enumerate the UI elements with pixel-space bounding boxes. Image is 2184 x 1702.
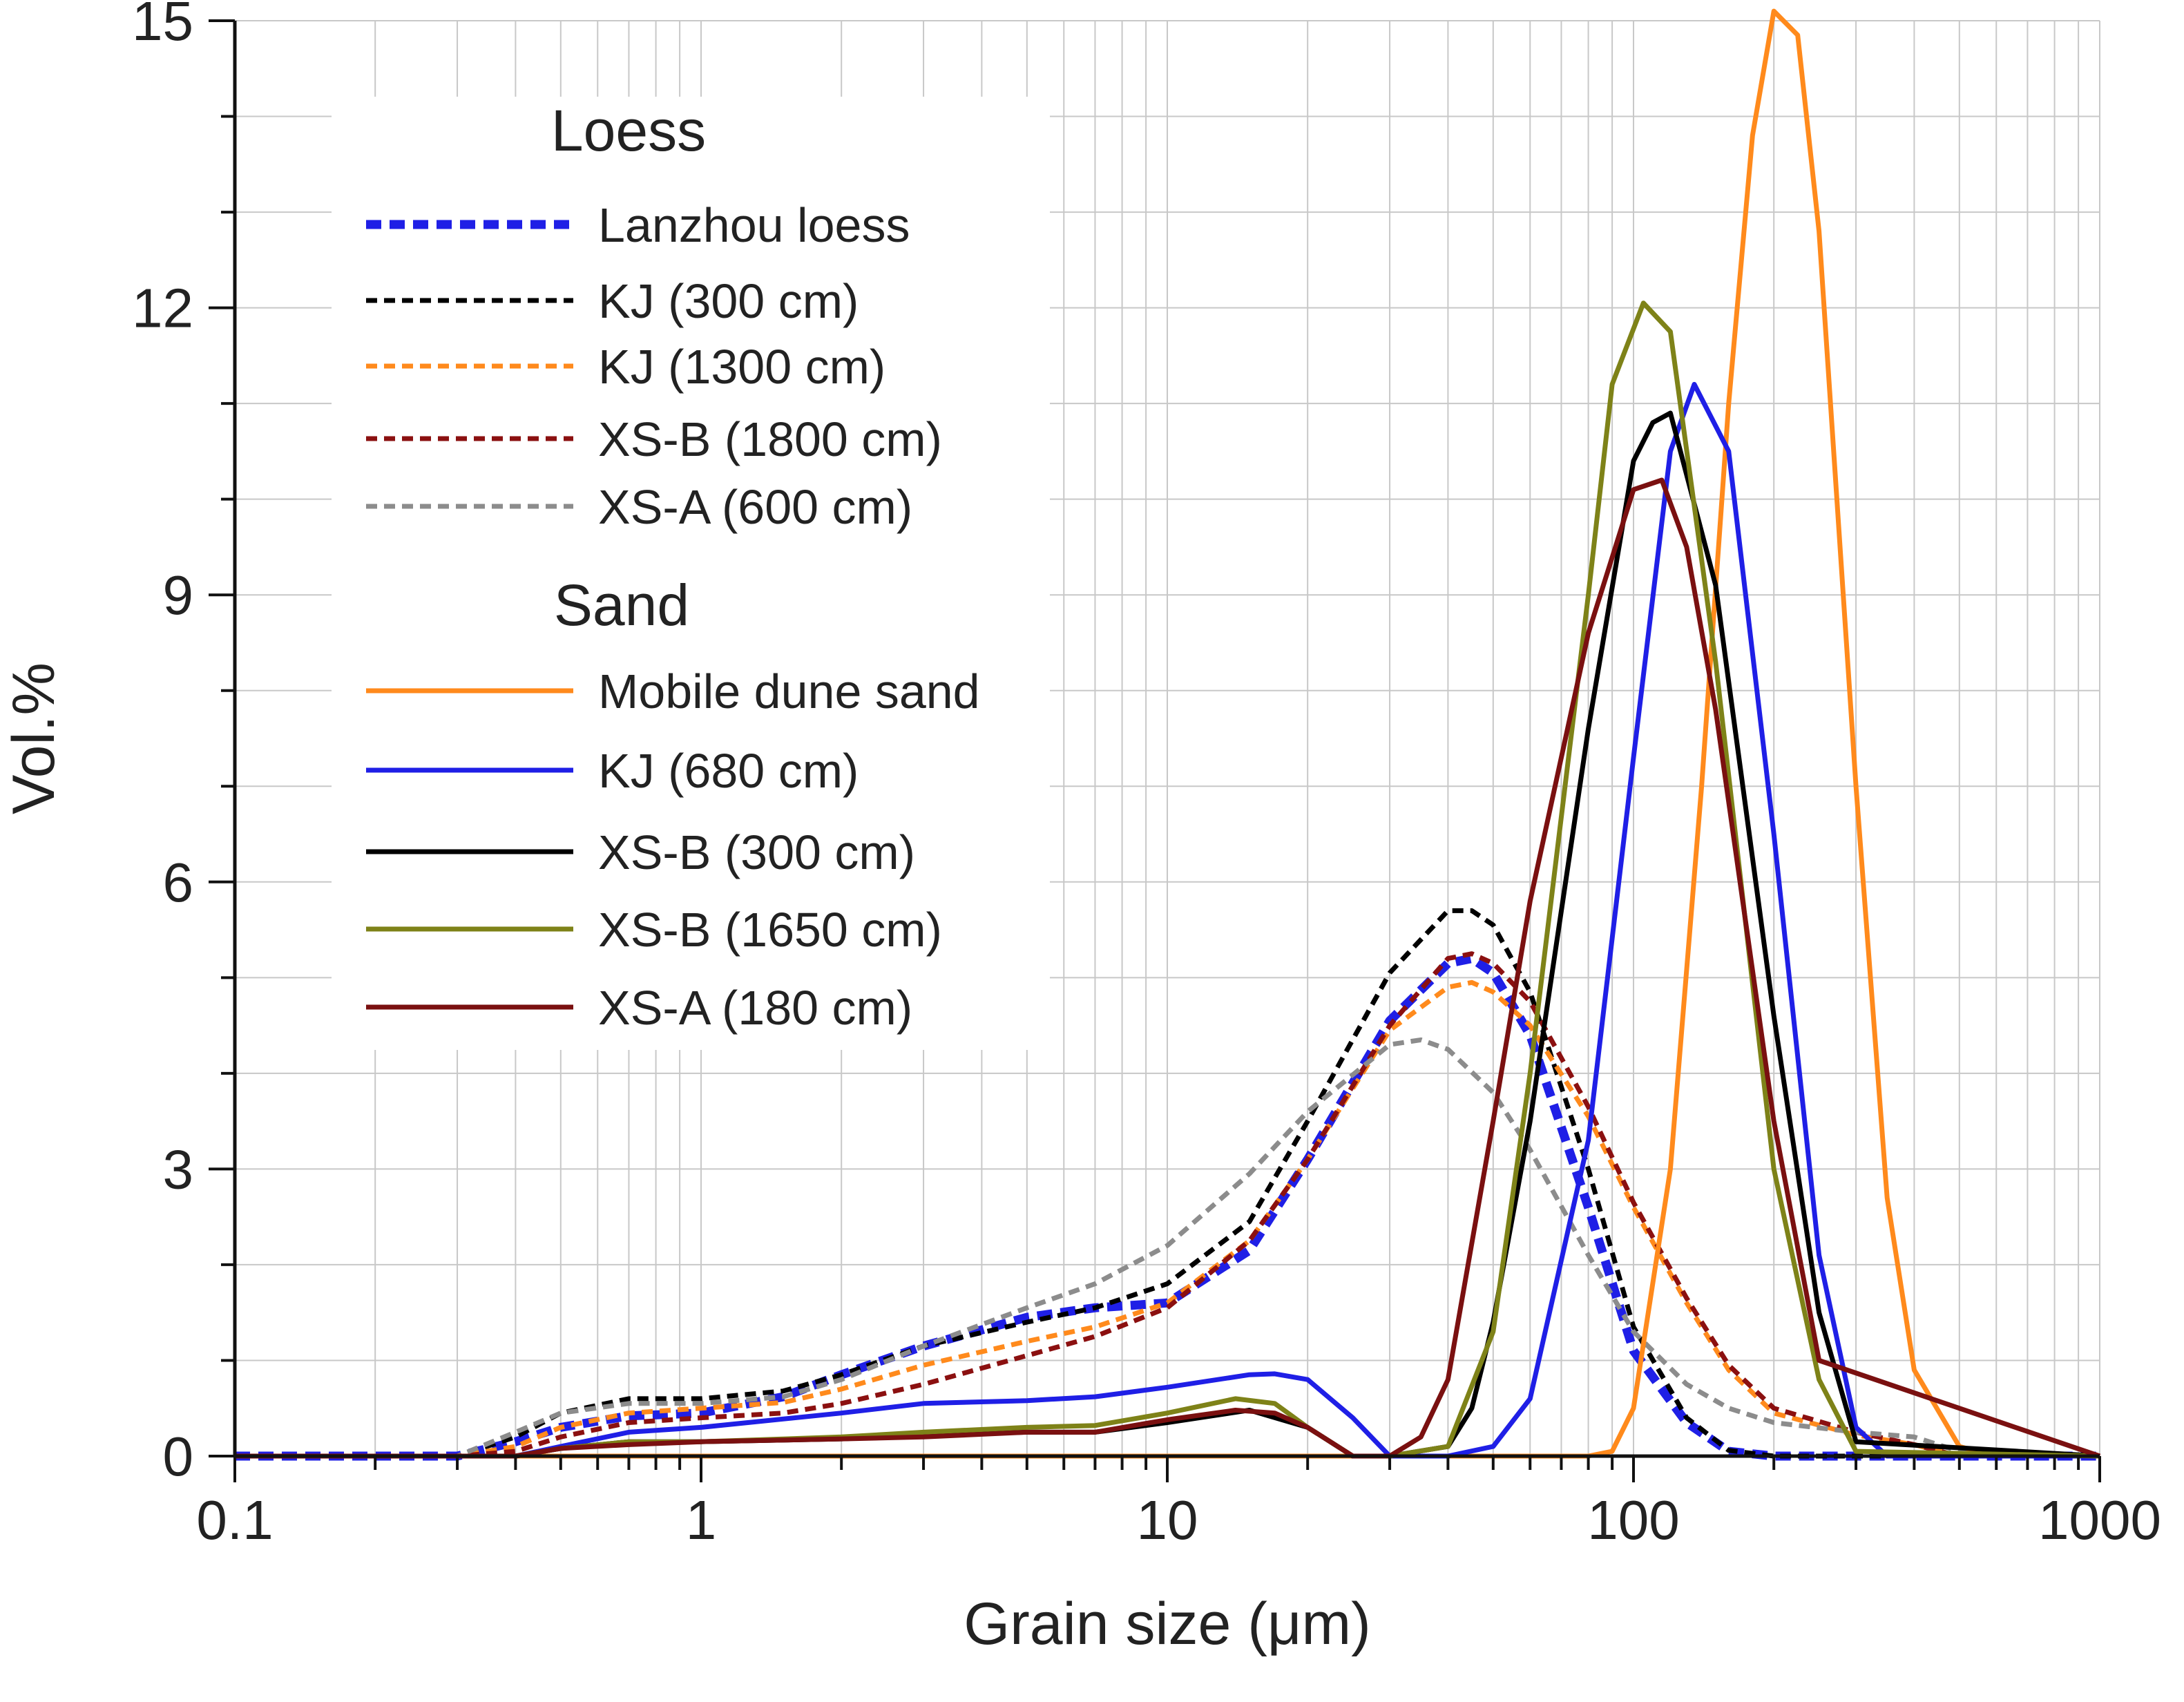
legend-label-3: XS-B (1800 cm) (598, 412, 942, 466)
x-axis-ticks: 0.1 1 10 100 1000 (196, 1456, 2161, 1551)
legend-label-5: Mobile dune sand (598, 664, 980, 718)
x-axis-title: Grain size (μm) (964, 1591, 1371, 1657)
x-tick-label: 0.1 (196, 1489, 273, 1551)
legend-heading-sand: Sand (554, 573, 689, 638)
y-tick-label: 12 (132, 278, 193, 339)
series-line-6 (235, 381, 2100, 1459)
legend-background (332, 97, 1050, 1050)
legend-label-1: KJ (300 cm) (598, 274, 859, 328)
legend-label-8: XS-B (1650 cm) (598, 903, 942, 957)
x-tick-label: 10 (1137, 1489, 1198, 1551)
y-tick-label: 9 (163, 564, 194, 626)
legend-label-2: KJ (1300 cm) (598, 340, 885, 394)
legend-label-9: XS-A (180 cm) (598, 981, 912, 1035)
y-tick-label: 6 (163, 852, 194, 913)
legend-items: Lanzhou loess KJ (300 cm) KJ (1300 cm) XS-B… (366, 198, 980, 1035)
series-line-0 (235, 954, 2100, 1461)
legend-label-0: Lanzhou loess (598, 198, 910, 252)
series-line-3 (235, 951, 2100, 1459)
legend-label-7: XS-B (300 cm) (598, 825, 915, 879)
y-tick-label: 15 (132, 0, 193, 52)
legend-heading-loess: Loess (551, 98, 706, 163)
y-tick-label: 3 (163, 1138, 194, 1200)
x-tick-label: 1000 (2038, 1489, 2161, 1551)
legend-label-6: KJ (680 cm) (598, 744, 859, 798)
y-axis-ticks: 0 3 6 9 12 15 (132, 0, 235, 1487)
series-line-2 (235, 979, 2100, 1459)
x-tick-label: 1 (686, 1489, 717, 1551)
y-tick-label: 0 (163, 1426, 194, 1487)
series-line-4 (235, 1037, 2100, 1459)
y-axis-title: Vol.% (1, 662, 67, 814)
legend: Loess Sand Lanzhou loess KJ (300 cm) KJ (1… (332, 97, 1050, 1050)
series-line-1 (235, 908, 2100, 1459)
legend-label-4: XS-A (600 cm) (598, 480, 912, 534)
x-tick-label: 100 (1587, 1489, 1679, 1551)
